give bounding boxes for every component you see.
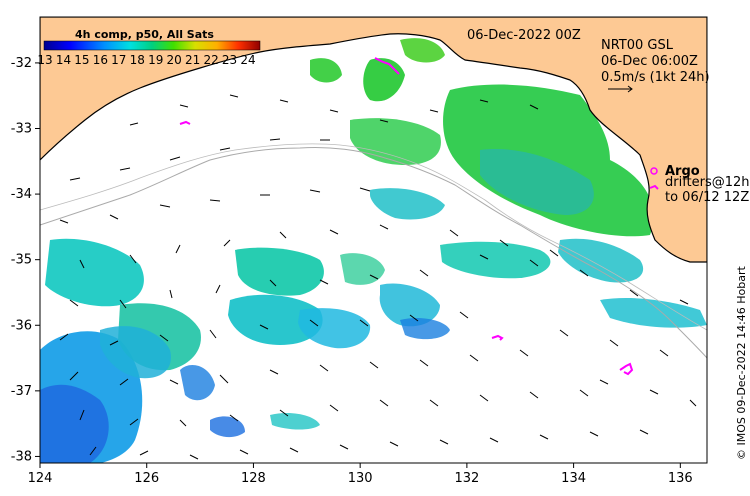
product-line-1: NRT00 GSL: [601, 38, 674, 53]
x-tick-label: 132: [454, 471, 479, 486]
drifters-line-2: to 06/12 12Z: [665, 190, 749, 205]
product-line-2: 06-Dec 06:00Z: [601, 54, 698, 69]
legend-colorbar: [43, 40, 261, 51]
legend-tick-label: 15: [74, 53, 89, 67]
y-tick-label: -34: [11, 187, 32, 202]
drifter-tracks: [179, 57, 634, 376]
y-tick-label: -32: [11, 56, 32, 71]
x-tick-label: 136: [668, 471, 693, 486]
legend-tick-label: 19: [148, 53, 163, 67]
x-tick-label: 134: [561, 471, 586, 486]
drifters-line-1: drifters@12h: [665, 175, 750, 190]
y-tick-label: -33: [11, 122, 32, 137]
scale-label: 0.5m/s (1kt 24h): [601, 70, 710, 85]
x-axis: 124 126 128 130 132 134 136: [28, 463, 693, 486]
legend-tick-label: 21: [185, 53, 200, 67]
legend-ticks: 13 14 15 16 17 18 19 20 21 22 23 24: [37, 53, 255, 67]
y-tick-label: -35: [11, 253, 32, 268]
drifter-marker-icon: [649, 184, 659, 190]
legend-tick-label: 14: [56, 53, 71, 67]
bathymetry-contour: [40, 147, 707, 359]
legend-tick-label: 18: [130, 53, 145, 67]
legend-title: 4h comp, p50, All Sats: [75, 28, 214, 41]
y-tick-label: -37: [11, 384, 32, 399]
x-tick-label: 130: [348, 471, 373, 486]
legend-tick-label: 22: [203, 53, 218, 67]
legend-tick-label: 23: [222, 53, 237, 67]
y-tick-label: -38: [11, 449, 32, 464]
legend-tick-label: 24: [240, 53, 255, 67]
legend-tick-label: 17: [111, 53, 126, 67]
date-label: 06-Dec-2022 00Z: [467, 28, 581, 43]
sst-patches: [40, 38, 707, 463]
x-tick-label: 126: [134, 471, 159, 486]
legend-tick-label: 16: [93, 53, 108, 67]
sst-legend: 4h comp, p50, All Sats 13 14 15 16 17 18 19 20 2…: [37, 28, 261, 67]
current-vectors: [59, 94, 697, 460]
plot-frame: [39, 16, 708, 464]
x-tick-label: 128: [241, 471, 266, 486]
y-tick-label: -36: [11, 318, 32, 333]
y-axis: -32 -33 -34 -35 -36 -37 -38: [11, 56, 40, 464]
argo-label: Argo: [665, 164, 700, 179]
legend-tick-label: 20: [167, 53, 182, 67]
scale-arrow: [608, 85, 633, 93]
credit-text: © IMOS 09-Dec-2022 14:46 Hobart: [735, 266, 748, 460]
argo-marker-icon: [650, 167, 658, 175]
legend-tick-label: 13: [37, 53, 52, 67]
x-tick-label: 124: [28, 471, 53, 486]
